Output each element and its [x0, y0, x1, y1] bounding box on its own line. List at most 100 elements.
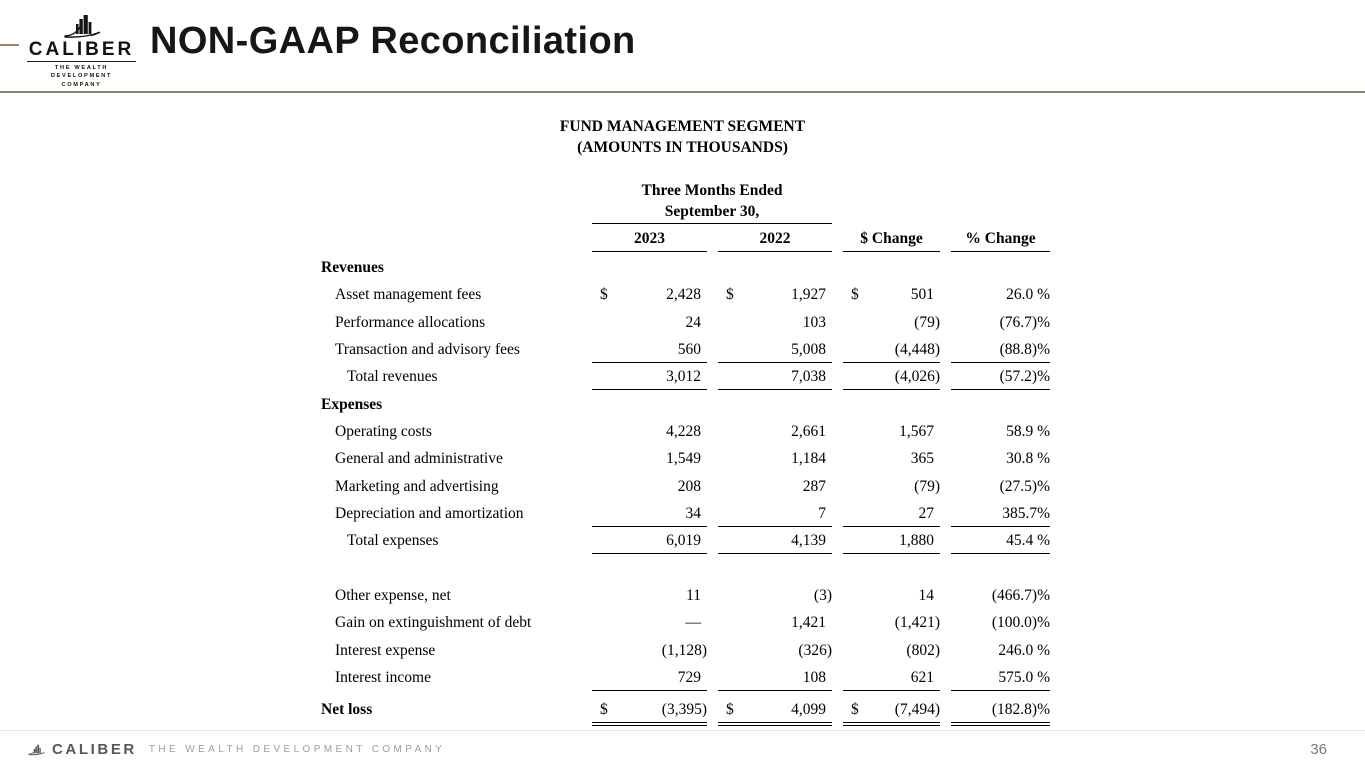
table-cell: 5,008 — [718, 337, 832, 364]
table-cell: (1,128) — [592, 638, 707, 663]
table-cell: 34 — [592, 501, 707, 528]
cell-value: 1,880 — [899, 532, 934, 550]
row-label: Depreciation and amortization — [335, 505, 524, 523]
cell-value: 4,099 — [791, 700, 826, 718]
table-cell: (57.2)% — [951, 364, 1050, 391]
dollar-sign — [951, 364, 959, 389]
dollar-sign — [951, 419, 959, 444]
table-row: Expenses — [321, 392, 1050, 419]
cell-value: (76.7)% — [999, 313, 1050, 331]
cell-value: 575.0 % — [998, 669, 1050, 687]
table-cell: 1,421 — [718, 610, 832, 635]
page-title: NON-GAAP Reconciliation — [150, 20, 636, 62]
header-rule — [0, 91, 1365, 93]
table-spacer-row — [321, 556, 1050, 583]
table-cell: $ (3,395) — [592, 697, 707, 726]
cell-value: (88.8)% — [999, 341, 1050, 359]
table-cell: (100.0)% — [951, 610, 1050, 635]
footer-logo: CALIBER THE WEALTH DEVELOPMENT COMPANY — [27, 731, 445, 768]
cell-value: 501 — [910, 286, 934, 304]
table-cell: 2,661 — [718, 419, 832, 444]
table-row: Net loss $ (3,395) $4,099 $ (7,494) (182.8)% — [321, 697, 1050, 726]
table-cell: 14 — [843, 583, 940, 608]
table-cell: (79) — [843, 310, 940, 335]
header-logo: CALIBER THE WEALTH DEVELOPMENT COMPANY — [24, 12, 139, 89]
table-cell: (182.8)% — [951, 697, 1050, 726]
cell-value: 27 — [918, 505, 935, 523]
brand-tagline-line1: THE WEALTH DEVELOPMENT — [50, 65, 113, 80]
table-row: Operating costs 4,228 2,661 1,567 58.9 % — [321, 419, 1050, 446]
table-row: General and administrative 1,549 1,184 365 3… — [321, 446, 1050, 473]
dollar-sign — [951, 583, 959, 608]
table-cell: (1,421) — [843, 610, 940, 635]
cell-value: (27.5)% — [999, 477, 1050, 495]
cell-value: 14 — [918, 587, 935, 605]
column-header-2023: 2023 — [592, 228, 707, 252]
row-label: Interest expense — [335, 641, 436, 659]
dollar-sign — [951, 638, 959, 663]
table-cell: 24 — [592, 310, 707, 335]
cell-value: 4,139 — [791, 532, 826, 550]
table-title-line2: (AMOUNTS IN THOUSANDS) — [577, 138, 788, 156]
footer-tagline: THE WEALTH DEVELOPMENT COMPANY — [148, 744, 446, 755]
brand-name: CALIBER — [28, 39, 135, 60]
cell-value: (7,494) — [894, 700, 940, 718]
cell-value: (1,421) — [894, 614, 940, 632]
table-cell: 729 — [592, 665, 707, 692]
table-cell: 208 — [592, 474, 707, 499]
table-cell: 26.0 % — [951, 282, 1050, 307]
footer: CALIBER THE WEALTH DEVELOPMENT COMPANY 3… — [0, 731, 1365, 768]
dollar-sign — [843, 364, 851, 389]
dollar-sign — [718, 501, 726, 526]
cell-value: (4,026) — [894, 368, 940, 386]
cell-value: (1,128) — [661, 641, 707, 659]
table-cell: 7,038 — [718, 364, 832, 391]
row-label: Revenues — [321, 259, 384, 276]
table-cell: 287 — [718, 474, 832, 499]
table-title: FUND MANAGEMENT SEGMENT (AMOUNTS IN THOU… — [0, 117, 1365, 158]
dollar-sign — [718, 583, 726, 608]
dollar-sign — [592, 610, 600, 635]
table-cell: 1,184 — [718, 446, 832, 471]
table-cell: 108 — [718, 665, 832, 692]
dollar-sign — [592, 337, 600, 362]
table-row: Other expense, net 11 (3) 14 (466.7)% — [321, 583, 1050, 610]
dollar-sign — [951, 282, 959, 307]
buildings-icon — [28, 744, 45, 756]
table-cell: 4,139 — [718, 528, 832, 555]
cell-value: 2,661 — [791, 423, 826, 441]
period-header: Three Months Ended September 30, — [592, 180, 832, 224]
row-label: Total expenses — [347, 532, 439, 550]
dollar-sign: $ — [726, 700, 734, 718]
cell-value: 365 — [910, 450, 934, 468]
table-cell: (3) — [718, 583, 832, 608]
table-row: Asset management fees $2,428 $1,927 $501 26.… — [321, 282, 1050, 309]
cell-value: (57.2)% — [999, 368, 1050, 386]
page-number: 36 — [1310, 741, 1327, 758]
table-cell: 45.4 % — [951, 528, 1050, 555]
table-row: Interest expense (1,128) (326) (802) 246.0 % — [321, 638, 1050, 665]
dollar-sign — [843, 583, 851, 608]
dollar-sign: $ — [726, 286, 734, 304]
table-cell: — — [592, 610, 707, 635]
dollar-sign — [951, 337, 959, 362]
dollar-sign — [951, 610, 959, 635]
buildings-icon — [63, 15, 100, 38]
table-cell: $4,099 — [718, 697, 832, 726]
table-row: Interest income 729 108 621 575.0 % — [321, 665, 1050, 692]
table-row: Performance allocations 24 103 (79) (76.7)% — [321, 310, 1050, 337]
table-cell: 365 — [843, 446, 940, 471]
cell-value: 1,549 — [666, 450, 701, 468]
cell-value: (79) — [914, 313, 940, 331]
dollar-sign — [592, 310, 600, 335]
cell-value: (100.0)% — [991, 614, 1050, 632]
table-cell: $501 — [843, 282, 940, 307]
table-row: Revenues — [321, 255, 1050, 282]
row-label: Operating costs — [335, 423, 432, 441]
cell-value: (326) — [798, 641, 832, 659]
cell-value: 385.7% — [1002, 505, 1050, 523]
row-label: Performance allocations — [335, 313, 486, 331]
table-cell: 4,228 — [592, 419, 707, 444]
table-cell: (88.8)% — [951, 337, 1050, 364]
dollar-sign — [718, 364, 726, 389]
